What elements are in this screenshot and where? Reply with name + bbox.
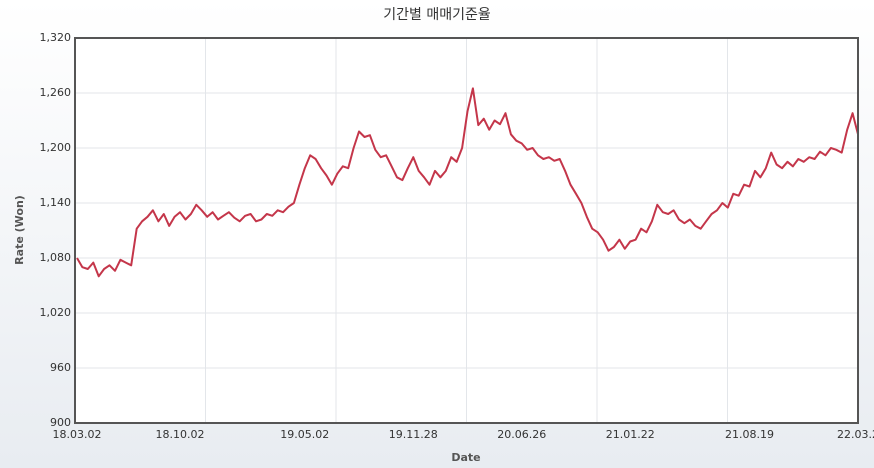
y-tick-label: 1,320 [40,31,72,44]
y-tick-label: 1,200 [40,141,72,154]
x-tick-label: 18.03.02 [53,428,102,441]
x-tick-label: 21.01.22 [606,428,655,441]
y-tick-label: 960 [50,361,71,374]
plot-border [74,37,859,424]
line-series [76,87,859,278]
x-tick-label: 22.03.2 [837,428,874,441]
y-tick-label: 1,140 [40,196,72,209]
y-tick-label: 1,260 [40,86,72,99]
chart-title: 기간별 매매기준율 [383,7,491,23]
y-tick-label: 1,080 [40,251,72,264]
x-axis-label: Date [451,451,480,464]
x-tick-label: 21.08.19 [725,428,774,441]
x-tick-label: 20.06.26 [497,428,546,441]
x-tick-label: 18.10.02 [156,428,205,441]
y-tick-label: 1,020 [40,306,72,319]
x-tick-label: 19.05.02 [280,428,329,441]
x-tick-label: 19.11.28 [389,428,438,441]
y-axis-label: Rate (Won) [13,195,26,265]
y-tick-label: 900 [50,416,71,429]
